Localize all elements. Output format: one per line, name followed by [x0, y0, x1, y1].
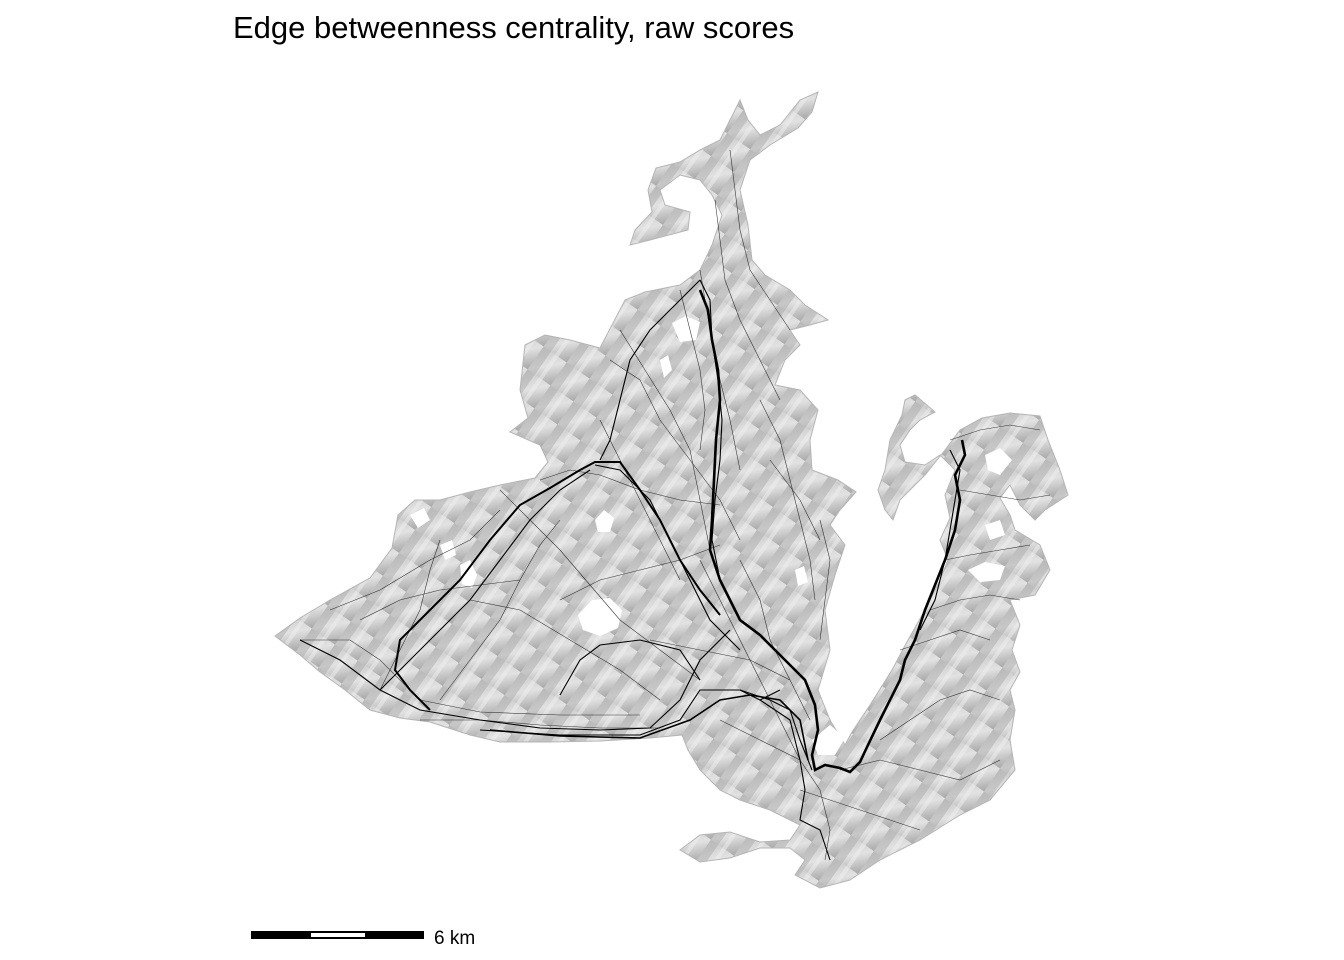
high-betweenness-path	[698, 289, 967, 774]
high-betweenness-path	[489, 694, 809, 761]
scale-bar-segment	[251, 931, 311, 939]
terrain-landmass	[274, 91, 1069, 889]
medium-betweenness-paths	[299, 279, 961, 861]
lake-shape	[440, 540, 456, 560]
scale-bar-segment	[365, 931, 424, 939]
scale-bar-segment	[309, 931, 367, 939]
lake-shape	[795, 566, 808, 586]
lake-shape	[578, 598, 622, 636]
high-betweenness-path	[393, 461, 721, 711]
lake-shape	[985, 520, 1005, 540]
map-title: Edge betweenness centrality, raw scores	[233, 10, 795, 45]
low-betweenness-paths	[300, 149, 1051, 861]
scale-bar-label: 6 km	[434, 928, 476, 949]
lake-shape	[672, 316, 700, 342]
lake-shape	[410, 508, 430, 528]
lake-shape	[460, 560, 477, 588]
lake-shape	[968, 562, 1005, 582]
lake-shape	[595, 510, 614, 532]
lake-shape	[812, 725, 845, 755]
lake-shape	[660, 355, 672, 378]
lake-shape	[985, 448, 1012, 475]
